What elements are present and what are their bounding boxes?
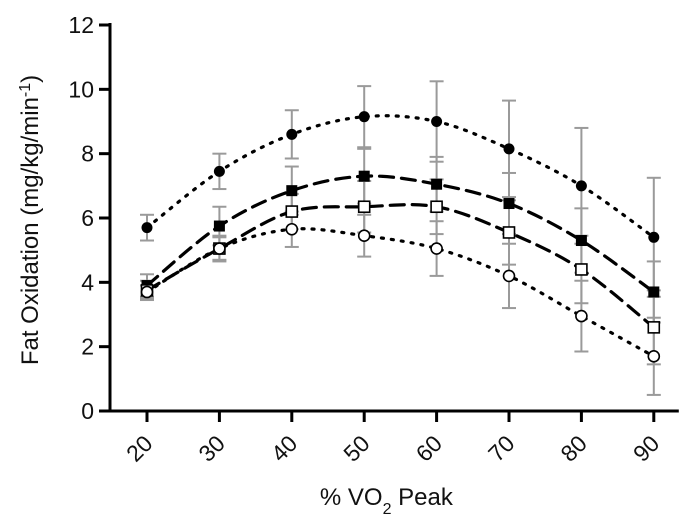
y-axis-title-sup: -1 bbox=[17, 83, 34, 97]
data-point-open-square bbox=[647, 321, 661, 334]
data-point-filled-circle bbox=[286, 128, 298, 140]
data-point-filled-square bbox=[648, 286, 660, 298]
y-tick-label: 0 bbox=[81, 398, 94, 424]
y-axis-title-tail: ) bbox=[17, 75, 44, 83]
y-tick-label: 6 bbox=[81, 205, 94, 231]
data-point-filled-square bbox=[213, 220, 225, 232]
data-point-filled-circle bbox=[648, 231, 660, 243]
x-tick-label: 30 bbox=[193, 430, 229, 466]
y-tick-label: 8 bbox=[81, 141, 94, 167]
data-point-filled-circle bbox=[141, 222, 153, 234]
y-axis-title: Fat Oxidation (mg/kg/min-1) bbox=[17, 75, 45, 365]
data-point-open-circle bbox=[502, 269, 516, 283]
x-axis-ticks: 20 30 40 50 60 70 80 90 bbox=[121, 411, 664, 467]
data-point-open-square bbox=[430, 200, 443, 214]
x-axis-title: % VO2 Peak bbox=[320, 484, 454, 518]
x-axis-title-sub: 2 bbox=[383, 501, 392, 518]
data-point-filled-circle bbox=[431, 116, 443, 127]
y-tick-label: 10 bbox=[68, 76, 94, 102]
x-tick-label: 70 bbox=[483, 430, 519, 466]
data-point-filled-circle bbox=[213, 165, 225, 177]
data-markers bbox=[140, 111, 661, 363]
y-tick-label: 2 bbox=[81, 334, 94, 360]
data-point-filled-square bbox=[431, 178, 443, 190]
y-tick-label: 12 bbox=[68, 12, 94, 38]
x-tick-label: 90 bbox=[628, 430, 664, 466]
series-line bbox=[145, 114, 656, 239]
data-point-open-square bbox=[285, 205, 299, 218]
x-tick-label: 50 bbox=[338, 430, 374, 466]
x-tick-label: 60 bbox=[411, 430, 447, 466]
x-tick-label: 20 bbox=[121, 430, 157, 466]
data-point-open-square bbox=[357, 200, 371, 214]
data-point-open-circle bbox=[575, 309, 588, 323]
data-point-filled-circle bbox=[575, 180, 587, 192]
data-point-open-square bbox=[575, 263, 588, 276]
series-line bbox=[145, 227, 656, 358]
data-point-open-circle bbox=[213, 242, 226, 255]
data-point-open-circle bbox=[647, 350, 661, 363]
data-point-open-circle bbox=[357, 229, 371, 242]
data-point-filled-square bbox=[358, 170, 370, 182]
data-point-open-circle bbox=[285, 222, 299, 236]
y-axis-ticks: 0 2 4 6 8 10 12 bbox=[68, 12, 110, 424]
data-point-open-square bbox=[502, 226, 516, 239]
data-point-filled-square bbox=[575, 235, 587, 247]
x-axis-title-main: % VO bbox=[320, 484, 383, 511]
data-point-filled-circle bbox=[358, 111, 370, 123]
data-point-filled-square bbox=[286, 185, 298, 197]
axes bbox=[108, 23, 679, 413]
data-point-filled-square bbox=[503, 198, 515, 210]
x-tick-label: 40 bbox=[266, 430, 302, 466]
x-axis-title-tail: Peak bbox=[392, 484, 454, 511]
y-axis-title-main: Fat Oxidation (mg/kg/min bbox=[17, 97, 44, 365]
data-point-filled-circle bbox=[503, 143, 515, 155]
x-tick-label: 80 bbox=[555, 430, 591, 466]
y-tick-label: 4 bbox=[81, 269, 94, 295]
data-point-open-circle bbox=[140, 285, 154, 299]
data-point-open-circle bbox=[430, 242, 443, 255]
